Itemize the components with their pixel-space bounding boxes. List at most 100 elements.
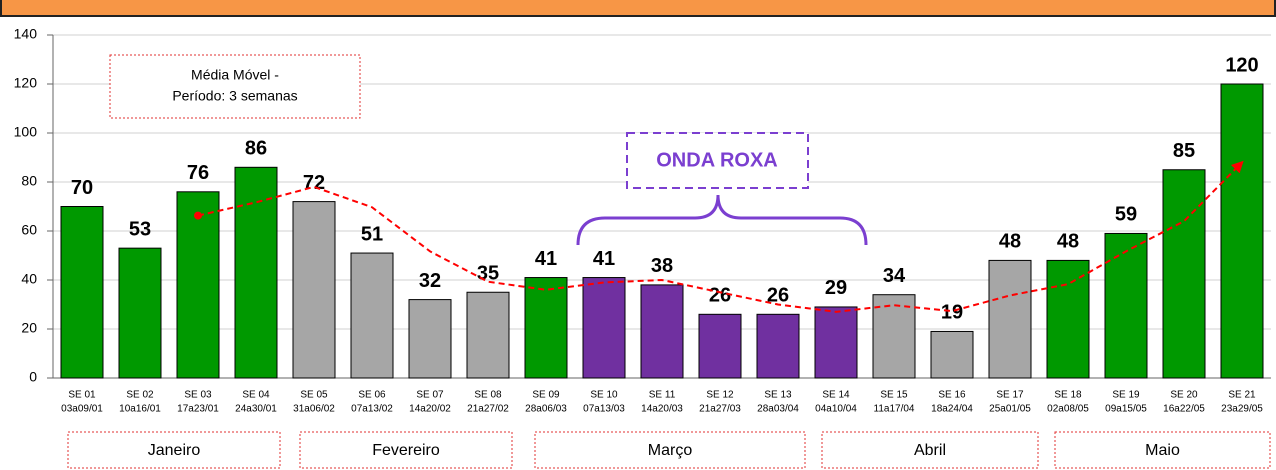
x-tick-label: SE 11 [649,390,676,401]
bar [640,284,684,379]
y-tick-label: 60 [21,222,37,238]
bar [1046,259,1090,379]
data-label: 53 [129,218,151,240]
x-tick-label: 07a13/03 [583,404,625,415]
data-label: 48 [1057,231,1079,253]
month-box [534,431,806,469]
month-label: Fevereiro [372,442,440,459]
x-tick-label: SE 02 [126,390,154,401]
bar [524,277,568,379]
data-label: 19 [941,302,963,324]
y-tick-label: 100 [14,124,38,140]
data-label: 41 [593,248,615,270]
x-tick-label: SE 04 [242,390,270,401]
bar [756,313,800,379]
month-box [1054,431,1271,469]
x-tick-label: 23a29/05 [1221,404,1263,415]
x-tick-label: 02a08/05 [1047,404,1089,415]
x-tick-label: SE 18 [1054,390,1082,401]
data-label: 35 [477,263,499,285]
x-tick-label: 16a22/05 [1163,404,1205,415]
month-box [299,431,513,469]
x-tick-label: 07a13/02 [351,404,393,415]
data-label: 48 [999,231,1021,253]
x-tick-label: 17a23/01 [177,404,219,415]
x-tick-label: SE 10 [590,390,618,401]
data-label: 38 [651,255,673,277]
data-label: 70 [71,177,93,199]
x-tick-label: SE 19 [1112,390,1140,401]
legend-box [109,54,361,119]
month-label: Abril [914,442,946,459]
x-tick-label: SE 09 [532,390,560,401]
data-label: 59 [1115,204,1137,226]
data-label: 120 [1225,54,1258,76]
legend-text: Média Móvel - [191,67,279,83]
x-tick-label: 21a27/03 [699,404,741,415]
x-tick-label: 28a06/03 [525,404,567,415]
x-tick-label: SE 16 [938,390,966,401]
x-tick-label: SE 14 [822,390,850,401]
bar [1220,83,1264,379]
x-tick-label: 11a17/04 [874,404,915,415]
x-tick-label: 18a24/04 [931,404,973,415]
x-tick-label: 04a10/04 [815,404,857,415]
data-label: 72 [303,172,325,194]
y-tick-label: 140 [14,26,38,42]
data-label: 34 [883,265,906,287]
x-tick-label: SE 03 [184,390,212,401]
data-label: 85 [1173,140,1195,162]
brace [576,194,868,246]
x-tick-label: 25a01/05 [989,404,1031,415]
month-box [67,431,281,469]
x-tick-label: SE 15 [880,390,908,401]
x-tick-label: SE 06 [358,390,386,401]
x-tick-label: 21a27/02 [467,404,509,415]
month-label: Maio [1145,442,1180,459]
month-label: Janeiro [148,442,201,459]
bar [292,201,336,379]
data-label: 51 [361,223,383,245]
x-tick-label: SE 20 [1170,390,1198,401]
x-tick-label: SE 17 [996,390,1024,401]
x-tick-label: 14a20/02 [409,404,451,415]
data-label: 32 [419,270,441,292]
y-tick-label: 0 [29,369,37,385]
bar [350,252,394,379]
x-tick-label: SE 01 [68,390,96,401]
x-tick-label: 14a20/03 [641,404,683,415]
x-tick-label: SE 08 [474,390,502,401]
bar [582,277,626,379]
data-label: 29 [825,277,847,299]
x-tick-label: 09a15/05 [1105,404,1147,415]
bar [176,191,220,379]
x-tick-label: 24a30/01 [235,404,277,415]
month-box [821,431,1039,469]
bar [408,299,452,379]
y-tick-label: 40 [21,271,37,287]
bar [698,313,742,379]
annotation: ONDA ROXA [656,149,777,171]
x-tick-label: SE 12 [706,390,734,401]
bar [118,247,162,379]
y-tick-label: 80 [21,173,37,189]
bar [234,166,278,379]
month-label: Março [648,442,693,459]
data-label: 86 [245,138,267,160]
x-tick-label: SE 05 [300,390,328,401]
y-tick-label: 20 [21,320,37,336]
bar [1104,232,1148,379]
bar [1162,169,1206,379]
x-tick-label: 31a06/02 [293,404,335,415]
x-tick-label: SE 13 [764,390,792,401]
x-tick-label: SE 07 [416,390,444,401]
bar [930,330,974,379]
data-label: 26 [767,285,789,307]
x-tick-label: 03a09/01 [61,404,103,415]
annotation-box [626,132,809,189]
data-label: 76 [187,162,209,184]
data-label: 26 [709,285,731,307]
x-tick-label: 10a16/01 [119,404,161,415]
data-label: 41 [535,248,557,270]
